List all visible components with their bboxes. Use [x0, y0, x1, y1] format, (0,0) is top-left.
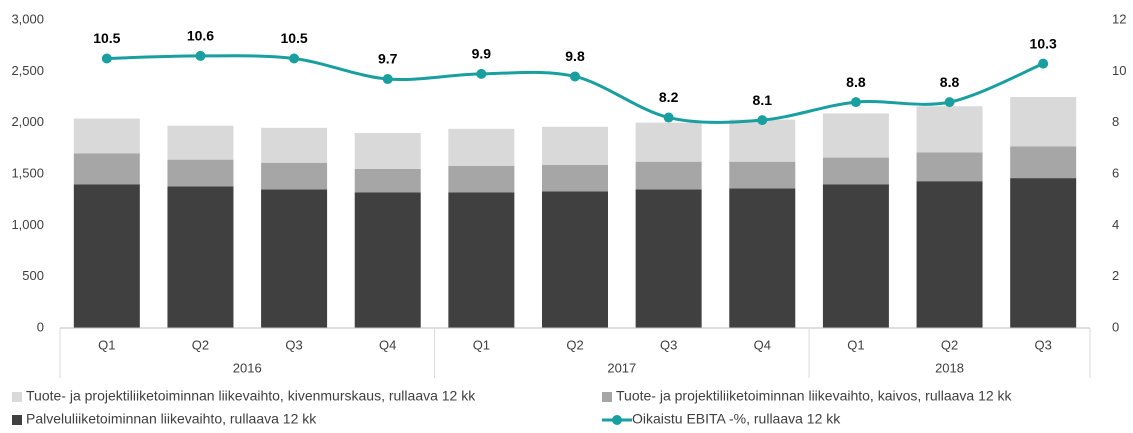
bar-segment: [354, 168, 421, 193]
bar-segment: [822, 113, 889, 158]
x-tick-label: Q2: [941, 337, 958, 352]
x-tick-label: Q3: [1035, 337, 1052, 352]
line-marker: [850, 97, 861, 108]
x-tick-label: Q1: [98, 337, 115, 352]
x-tick-label: Q4: [379, 337, 396, 352]
y-tick-label: 0: [37, 319, 44, 334]
bar-segment: [448, 192, 515, 328]
x-tick-label: Q2: [566, 337, 583, 352]
y-tick-label: 2,000: [11, 114, 44, 129]
line-marker: [663, 112, 674, 123]
bar-segment: [916, 181, 983, 328]
data-label: 10.3: [1030, 35, 1057, 51]
y-tick-label: 1,000: [11, 217, 44, 232]
bar-segment: [167, 125, 234, 160]
bar-segment: [822, 157, 889, 185]
line-marker: [289, 53, 300, 64]
bar-segment: [635, 189, 702, 328]
x-tick-label: Q3: [285, 337, 302, 352]
line-marker: [570, 71, 580, 82]
x-tick-label: Q4: [754, 337, 771, 352]
x-tick-label: Q1: [847, 337, 864, 352]
bar-segment: [73, 118, 140, 154]
bar-segment: [729, 188, 796, 328]
data-label: 9.7: [378, 51, 398, 67]
bar-segment: [542, 126, 608, 165]
y2-tick-label: 0: [1112, 319, 1119, 334]
data-label: 8.8: [846, 74, 866, 90]
bar-segment: [167, 159, 234, 187]
legend-swatch: [602, 392, 612, 402]
bar-segment: [1010, 178, 1077, 328]
bar-segment: [542, 191, 608, 328]
line-marker: [757, 115, 768, 126]
legend-label: Oikaistu EBITA -%, rullaava 12 kk: [632, 411, 841, 427]
bar-segment: [354, 132, 421, 169]
y2-tick-label: 8: [1112, 114, 1119, 129]
data-label: 10.5: [93, 30, 120, 46]
bar-segment: [261, 162, 328, 190]
bar-segment: [729, 161, 796, 189]
bar-segment: [635, 161, 702, 190]
bar-segment: [167, 186, 234, 328]
bar-segment: [542, 164, 608, 192]
bar-segment: [635, 122, 702, 162]
y-tick-label: 500: [22, 268, 44, 283]
legend-swatch: [612, 415, 622, 425]
year-label: 2016: [233, 360, 262, 375]
legend-label: Tuote- ja projektiliiketoiminnan liikeva…: [616, 388, 1013, 404]
line: [106, 54, 1044, 124]
line-marker: [101, 53, 112, 64]
bar-segment: [729, 119, 796, 162]
bar-segment: [822, 184, 889, 328]
year-label: 2017: [607, 360, 636, 375]
bar-segment: [916, 106, 983, 153]
legend-label: Palveluliiketoiminnan liikevaihto, rulla…: [26, 411, 317, 427]
bar-segment: [916, 152, 983, 182]
x-tick-label: Q3: [660, 337, 677, 352]
bar-segment: [73, 153, 140, 185]
line-marker: [1038, 58, 1049, 69]
data-label: 8.1: [753, 92, 773, 108]
y2-tick-label: 4: [1112, 217, 1119, 232]
line-marker: [195, 50, 206, 61]
line-marker: [944, 97, 955, 108]
data-label: 9.8: [565, 48, 585, 64]
bar-segment: [448, 165, 515, 193]
y2-tick-label: 6: [1112, 165, 1119, 180]
x-tick-label: Q2: [192, 337, 209, 352]
year-label: 2018: [935, 360, 964, 375]
y-tick-label: 2,500: [11, 63, 44, 78]
y-tick-label: 1,500: [11, 165, 44, 180]
data-label: 10.5: [280, 30, 307, 46]
y-tick-label: 3,000: [11, 11, 44, 26]
data-label: 8.2: [659, 89, 679, 105]
line-marker: [382, 74, 393, 85]
bar-segment: [261, 189, 328, 328]
bar-segment: [1010, 146, 1077, 179]
legend-label: Tuote- ja projektiliiketoiminnan liikeva…: [26, 388, 476, 404]
y2-tick-label: 10: [1112, 63, 1126, 78]
bar-segment: [73, 184, 140, 328]
data-label: 10.6: [187, 28, 214, 44]
data-label: 9.9: [472, 46, 492, 62]
y2-tick-label: 12: [1112, 11, 1126, 26]
bar-segment: [1010, 97, 1077, 147]
bar-segment: [354, 192, 421, 328]
legend-swatch: [12, 415, 22, 425]
bar-segment: [261, 127, 328, 163]
data-label: 8.8: [940, 74, 960, 90]
x-tick-label: Q1: [473, 337, 490, 352]
legend-swatch: [12, 392, 22, 402]
y2-tick-label: 2: [1112, 268, 1119, 283]
bar-segment: [448, 128, 515, 166]
line-marker: [476, 68, 487, 79]
